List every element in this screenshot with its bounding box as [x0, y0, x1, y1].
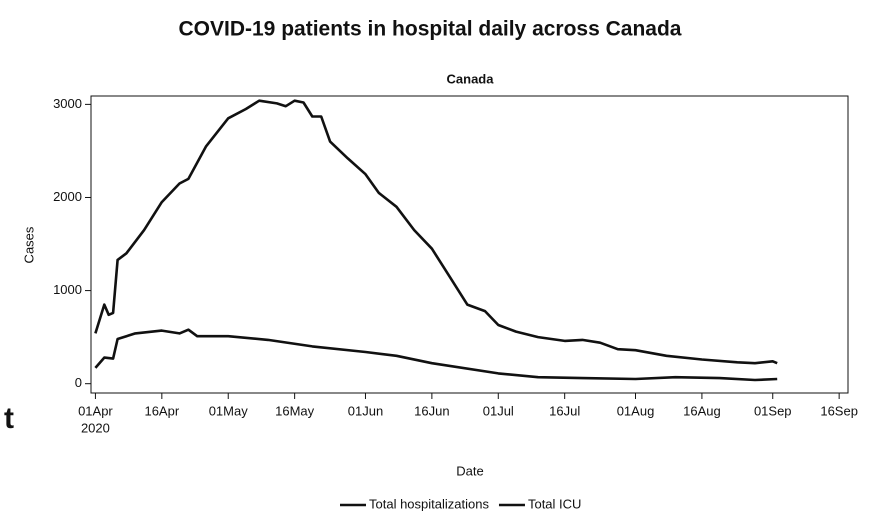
x-tick-label: 16Sep [820, 403, 858, 418]
x-axis-label: Date [456, 463, 483, 478]
legend-label: Total ICU [528, 496, 581, 511]
x-tick-label: 16Apr [144, 403, 179, 418]
x-tick-label: 16Aug [683, 403, 721, 418]
y-tick-label: 3000 [53, 96, 82, 111]
x-tick-label: 16May [275, 403, 315, 418]
chart-title: COVID-19 patients in hospital daily acro… [179, 18, 682, 41]
subtitle: Canada [447, 71, 495, 86]
plot-frame [90, 95, 849, 394]
x-tick-label: 01Jun [348, 403, 383, 418]
x-tick-label: 01Aug [617, 403, 655, 418]
y-tick-label: 2000 [53, 189, 82, 204]
side-text: t [4, 402, 14, 435]
y-tick-label: 0 [75, 375, 82, 390]
x-tick-year: 2020 [81, 420, 110, 435]
x-tick-label: 01Jul [483, 403, 514, 418]
series-line [94, 99, 778, 365]
x-tick-label: 01Sep [754, 403, 792, 418]
x-tick-label: 16Jul [549, 403, 580, 418]
y-axis-label: Cases [21, 226, 36, 263]
series-line [94, 328, 778, 382]
y-tick-label: 1000 [53, 282, 82, 297]
x-tick-label: 01May [209, 403, 249, 418]
x-tick-label: 01Apr [78, 403, 113, 418]
x-tick-label: 16Jun [414, 403, 449, 418]
legend-label: Total hospitalizations [369, 496, 489, 511]
